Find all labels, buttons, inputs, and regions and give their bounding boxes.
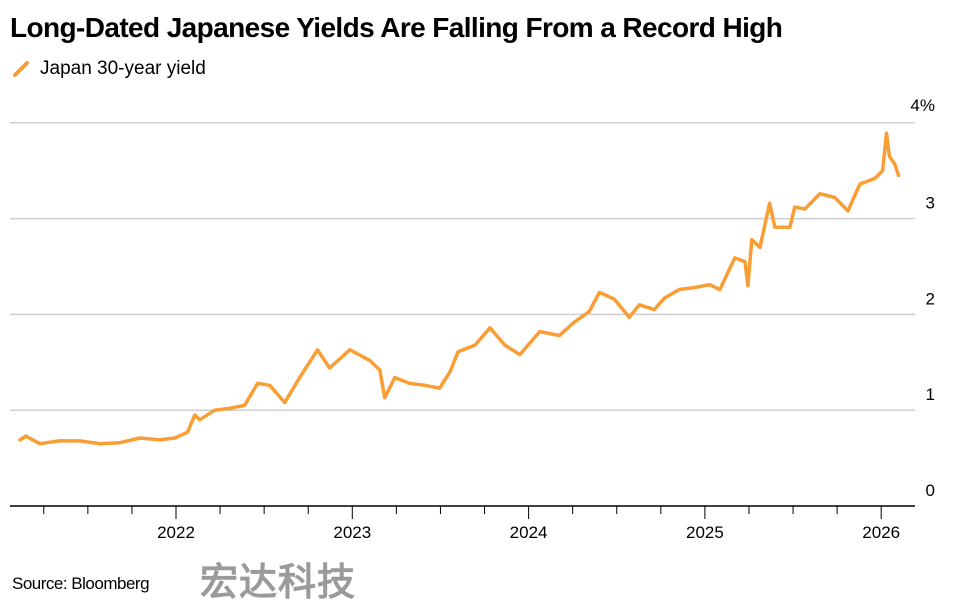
y-axis-labels: 0 1 2 3 4% [910, 96, 935, 500]
data-point [173, 436, 177, 440]
data-point [186, 430, 190, 434]
data-point [198, 418, 202, 422]
x-tick-label: 2023 [333, 523, 371, 542]
data-point [758, 245, 762, 249]
data-point [746, 284, 750, 288]
data-point [750, 238, 754, 242]
data-point [743, 260, 747, 264]
series-layer [18, 131, 901, 446]
data-point [283, 401, 287, 405]
data-point [893, 162, 897, 166]
data-point [518, 353, 522, 357]
data-point [316, 348, 320, 352]
x-axis: 2022 2023 2024 2025 2026 [10, 505, 915, 542]
legend-swatch-icon [13, 61, 29, 77]
data-point [538, 330, 542, 334]
data-point [652, 308, 656, 312]
y-tick-label: 2 [926, 289, 935, 308]
data-point [38, 442, 42, 446]
data-point [473, 343, 477, 347]
data-point [488, 326, 492, 330]
chart-title: Long-Dated Japanese Yields Are Falling F… [10, 12, 783, 43]
data-point [803, 207, 807, 211]
data-point [378, 368, 382, 372]
data-point [78, 439, 82, 443]
series-line-japan-30y [18, 131, 901, 446]
data-point [348, 348, 352, 352]
data-point [858, 182, 862, 186]
legend-label: Japan 30-year yield [40, 58, 206, 79]
x-tick-label: 2025 [686, 523, 724, 542]
data-point [692, 286, 696, 290]
y-tick-label: 4% [910, 96, 935, 115]
data-point [627, 315, 631, 319]
data-point [228, 406, 232, 410]
data-point [881, 169, 885, 173]
data-point [885, 131, 889, 135]
data-point [773, 225, 777, 229]
data-point [193, 413, 197, 417]
data-point [788, 225, 792, 229]
data-point [213, 408, 217, 412]
data-point [677, 287, 681, 291]
data-point [637, 303, 641, 307]
data-point [662, 296, 666, 300]
source-note: Source: Bloomberg [12, 574, 150, 593]
data-point [818, 192, 822, 196]
y-tick-label: 1 [926, 385, 935, 404]
data-point [58, 439, 62, 443]
data-point [503, 343, 507, 347]
data-point [328, 366, 332, 370]
data-point [138, 436, 142, 440]
x-tick-label: 2024 [510, 523, 548, 542]
data-point [456, 350, 460, 354]
gridlines [10, 122, 915, 411]
data-point [733, 256, 737, 260]
y-tick-label: 0 [926, 481, 935, 500]
data-point [718, 287, 722, 291]
data-point [438, 386, 442, 390]
data-point [873, 176, 877, 180]
x-tick-label: 2022 [157, 523, 195, 542]
y-tick-label: 3 [926, 194, 935, 213]
data-point [24, 434, 28, 438]
data-point [117, 441, 121, 445]
data-point [793, 205, 797, 209]
data-point [383, 396, 387, 400]
data-point [98, 442, 102, 446]
data-point [423, 383, 427, 387]
data-point [368, 358, 372, 362]
legend: Japan 30-year yield [12, 58, 206, 80]
watermark: 宏达科技 [200, 560, 357, 604]
data-point [833, 196, 837, 200]
data-point [408, 381, 412, 385]
data-point [393, 376, 397, 380]
data-point [768, 201, 772, 205]
data-point [298, 376, 302, 380]
data-point [846, 209, 850, 213]
data-point [158, 438, 162, 442]
data-point [572, 320, 576, 324]
data-point [887, 154, 891, 158]
data-point [243, 403, 247, 407]
data-point [256, 381, 260, 385]
data-point [18, 438, 22, 442]
data-point [897, 173, 901, 177]
data-point [708, 283, 712, 287]
data-point [268, 383, 272, 387]
x-tick-label: 2026 [862, 523, 900, 542]
data-point [612, 297, 616, 301]
data-point [448, 370, 452, 374]
data-point [597, 290, 601, 294]
data-point [587, 310, 591, 314]
data-point [557, 333, 561, 337]
